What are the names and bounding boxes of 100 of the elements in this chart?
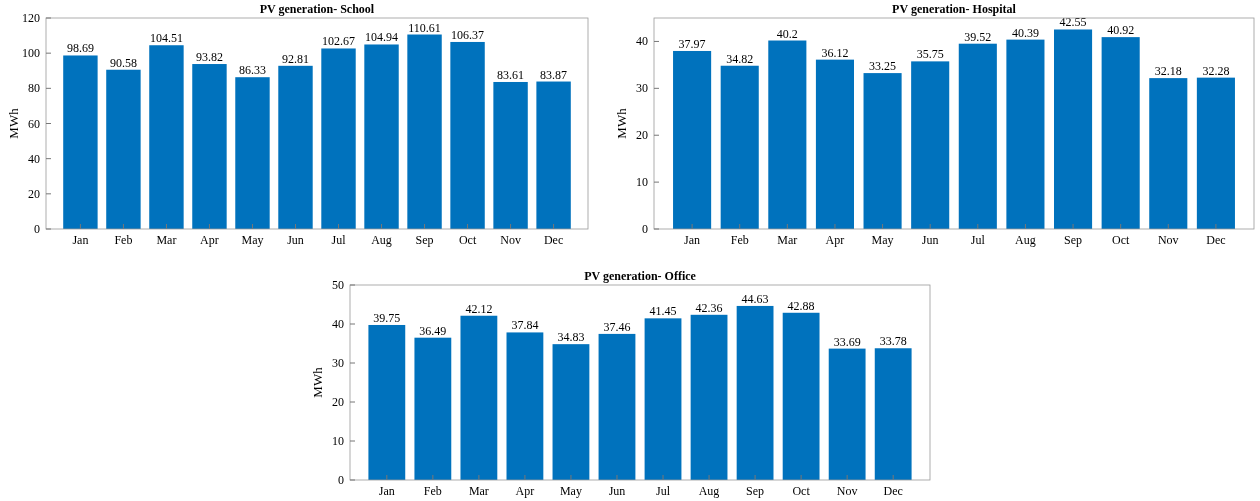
bar — [1054, 29, 1093, 229]
bar — [815, 59, 854, 229]
y-tick-label: 40 — [28, 151, 40, 166]
bar — [673, 50, 712, 229]
x-tick-label: Aug — [1015, 233, 1036, 247]
data-label: 104.94 — [365, 30, 399, 45]
x-tick-label: May — [559, 484, 582, 498]
y-axis-title: MWh — [310, 366, 325, 398]
y-axis-title: MWh — [614, 107, 629, 139]
bar — [149, 45, 184, 229]
data-label: 40.2 — [776, 26, 798, 41]
data-label: 98.69 — [66, 41, 94, 56]
data-label: 40.92 — [1107, 23, 1135, 38]
data-label: 40.39 — [1011, 25, 1039, 40]
x-tick-label: Jul — [331, 233, 347, 247]
x-tick-label: Nov — [836, 484, 858, 498]
x-tick-label: Mar — [156, 233, 177, 247]
data-label: 106.37 — [451, 27, 485, 42]
y-tick-label: 50 — [332, 278, 344, 292]
data-label: 32.18 — [1154, 64, 1182, 79]
x-tick-label: Jul — [970, 233, 986, 247]
y-tick-label: 30 — [332, 356, 344, 370]
chart-title: PV generation- Hospital — [892, 2, 1017, 16]
bar — [1101, 37, 1140, 229]
data-label: 36.12 — [821, 45, 849, 60]
x-tick-label: Dec — [1206, 233, 1226, 247]
bar — [1149, 78, 1188, 229]
y-tick-label: 0 — [34, 222, 40, 236]
data-label: 86.33 — [238, 63, 266, 78]
bar — [493, 81, 528, 229]
bar — [720, 65, 759, 229]
bar — [782, 312, 820, 480]
x-tick-label: Mar — [777, 233, 798, 247]
chart-title: PV generation- Office — [584, 269, 697, 283]
data-label: 33.25 — [869, 59, 897, 74]
bar — [407, 34, 442, 229]
data-label: 36.49 — [419, 323, 447, 338]
x-tick-label: Nov — [500, 233, 521, 247]
data-label: 37.84 — [511, 318, 539, 333]
x-tick-label: Mar — [468, 484, 489, 498]
chart-title: PV generation- School — [259, 2, 375, 16]
y-tick-label: 0 — [338, 473, 344, 487]
data-label: 42.88 — [787, 298, 815, 313]
y-tick-label: 100 — [22, 46, 40, 61]
data-label: 83.87 — [540, 67, 568, 82]
x-tick-label: Oct — [792, 484, 811, 498]
x-tick-label: Nov — [1157, 233, 1179, 247]
y-tick-label: 20 — [332, 395, 344, 409]
x-tick-label: May — [871, 233, 894, 247]
bar — [552, 344, 590, 480]
x-tick-label: Sep — [415, 233, 434, 247]
bar — [63, 55, 98, 229]
data-label: 90.58 — [109, 55, 137, 70]
y-tick-label: 80 — [28, 81, 40, 96]
data-label: 37.46 — [603, 319, 631, 334]
x-tick-label: Aug — [698, 484, 720, 498]
x-tick-label: Feb — [730, 233, 749, 247]
data-label: 39.75 — [373, 310, 401, 325]
x-tick-label: Apr — [515, 484, 535, 498]
x-tick-label: Sep — [1064, 233, 1083, 247]
y-tick-label: 40 — [332, 317, 344, 331]
data-label: 83.61 — [497, 67, 525, 82]
bar — [450, 41, 485, 229]
data-label: 34.83 — [557, 330, 585, 345]
bar — [192, 64, 227, 229]
y-tick-label: 30 — [636, 81, 648, 96]
data-label: 35.75 — [916, 47, 944, 62]
bar — [414, 337, 452, 480]
x-tick-label: Jun — [608, 484, 626, 498]
data-label: 33.78 — [879, 334, 907, 349]
data-label: 104.51 — [149, 31, 183, 46]
bar — [460, 315, 498, 480]
x-tick-label: Dec — [543, 233, 564, 247]
y-tick-label: 10 — [332, 434, 344, 448]
x-tick-label: Oct — [458, 233, 477, 247]
bar — [874, 348, 912, 480]
y-tick-label: 20 — [28, 186, 40, 201]
data-label: 32.28 — [1202, 63, 1230, 78]
x-tick-label: Jul — [656, 484, 671, 498]
bar — [106, 69, 141, 229]
x-tick-label: Jun — [921, 233, 939, 247]
bar — [506, 332, 544, 480]
y-tick-label: 40 — [636, 34, 648, 49]
x-tick-label: Jan — [378, 484, 395, 498]
bar — [321, 48, 356, 229]
data-label: 110.61 — [408, 20, 441, 35]
data-label: 92.81 — [281, 51, 309, 66]
y-tick-label: 0 — [642, 222, 648, 236]
bar — [828, 348, 866, 480]
data-label: 42.55 — [1059, 15, 1087, 30]
data-label: 93.82 — [195, 50, 223, 65]
bar — [1196, 77, 1235, 229]
y-axis-title: MWh — [6, 107, 21, 139]
data-label: 34.82 — [726, 51, 754, 66]
x-tick-label: Feb — [114, 233, 133, 247]
y-tick-label: 60 — [28, 116, 40, 131]
x-tick-label: Apr — [825, 233, 845, 247]
x-tick-label: Sep — [746, 484, 765, 498]
bar — [911, 61, 950, 229]
bar — [958, 43, 997, 229]
